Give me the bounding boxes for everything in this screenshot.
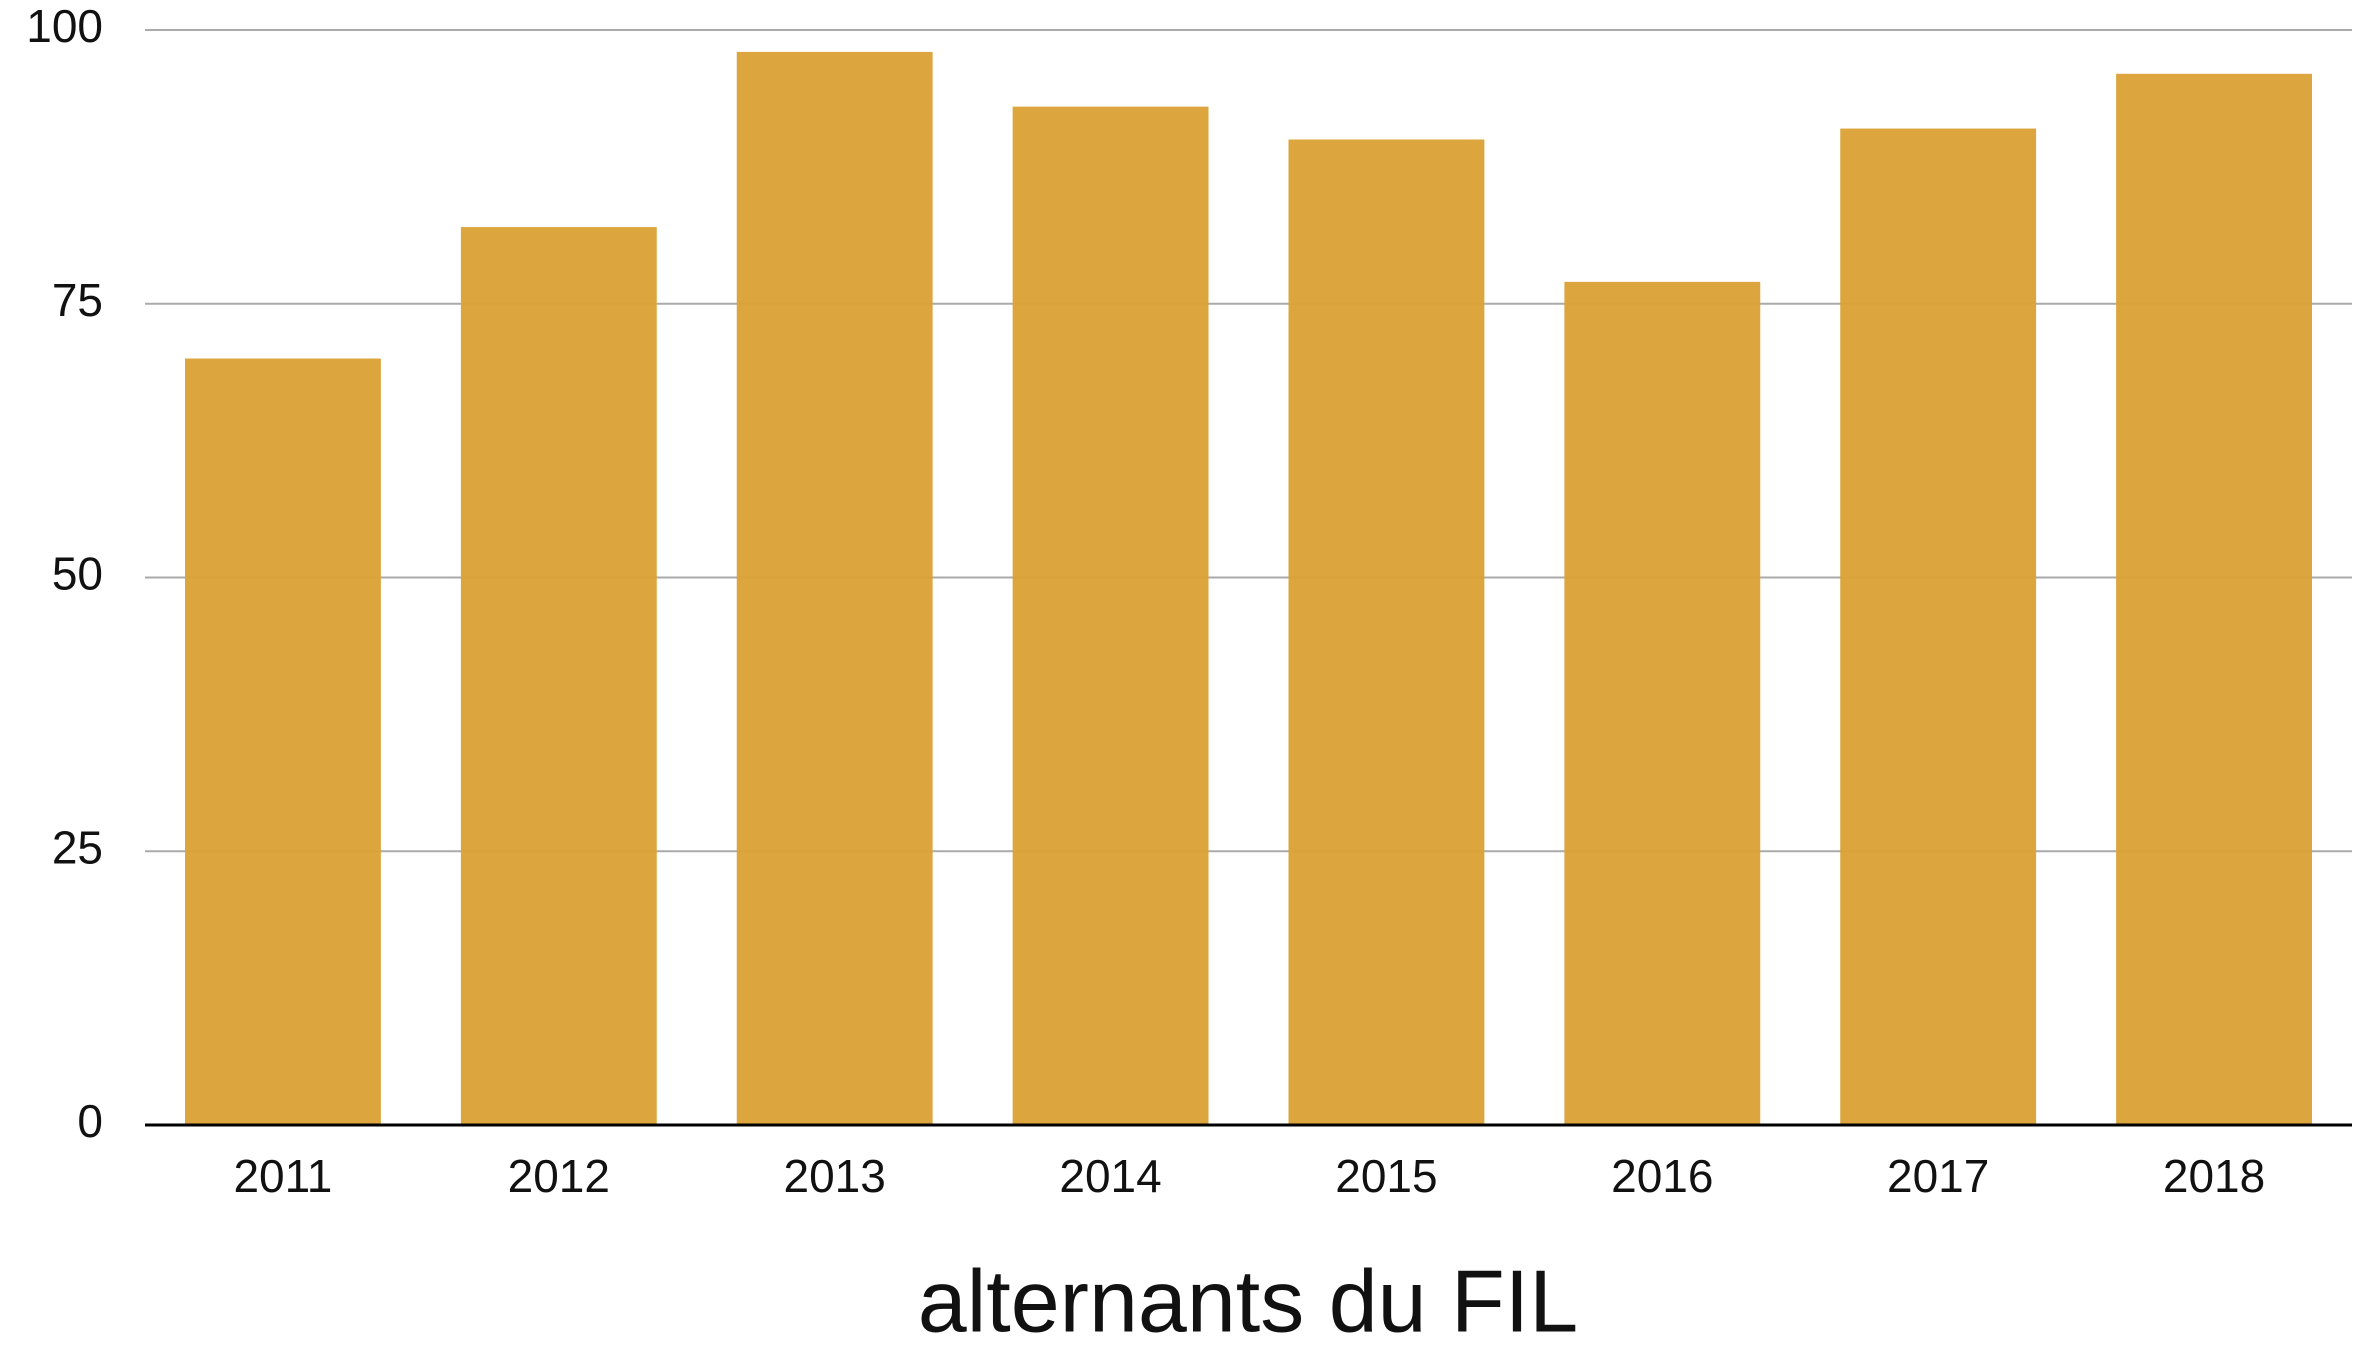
x-tick-label: 2015 [1335, 1150, 1437, 1202]
x-tick-label: 2018 [2163, 1150, 2265, 1202]
x-tick-label: 2012 [508, 1150, 610, 1202]
x-axis-label: alternants du FIL [918, 1251, 1578, 1348]
bar [1564, 281, 1761, 1126]
bar [460, 227, 657, 1126]
x-tick-label: 2013 [784, 1150, 886, 1202]
bar [185, 358, 381, 1125]
x-tick-label: 2017 [1887, 1150, 1989, 1202]
y-tick-label: 25 [52, 821, 103, 873]
bar [736, 51, 933, 1125]
bar [1012, 106, 1209, 1125]
bar [1840, 128, 2037, 1126]
y-tick-label: 100 [26, 0, 103, 52]
bar [1288, 139, 1485, 1125]
y-tick-label: 0 [77, 1095, 103, 1147]
bar [2116, 73, 2312, 1125]
x-tick-label: 2016 [1611, 1150, 1713, 1202]
x-tick-label: 2014 [1059, 1150, 1161, 1202]
y-tick-label: 50 [52, 548, 103, 600]
y-tick-label: 75 [52, 274, 103, 326]
x-tick-label: 2011 [233, 1150, 332, 1202]
